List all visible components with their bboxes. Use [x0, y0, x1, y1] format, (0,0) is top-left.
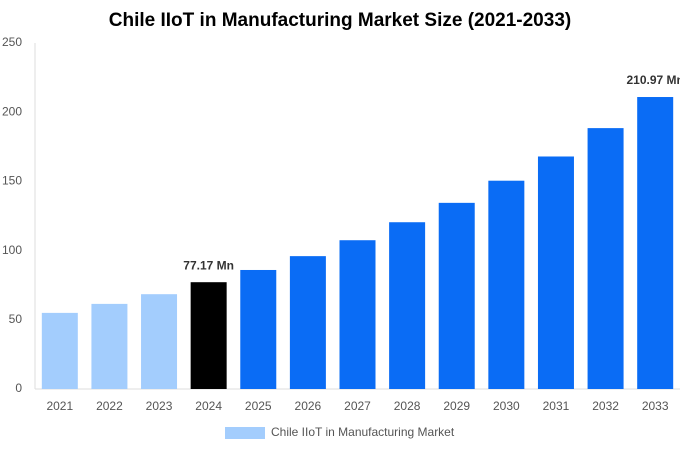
x-tick-label: 2031	[543, 399, 570, 413]
data-label: 210.97 Mn	[627, 73, 680, 87]
x-tick-label: 2033	[642, 399, 669, 413]
x-tick-label: 2021	[46, 399, 73, 413]
bar	[141, 294, 178, 389]
x-tick-label: 2027	[344, 399, 371, 413]
x-tick-label: 2032	[592, 399, 619, 413]
legend-swatch	[225, 427, 265, 439]
x-tick-label: 2022	[96, 399, 123, 413]
bar	[190, 282, 227, 389]
x-tick-label: 2028	[394, 399, 421, 413]
bar	[637, 97, 674, 389]
bar	[91, 303, 128, 389]
y-tick-label: 250	[2, 35, 22, 49]
x-tick-label: 2025	[245, 399, 272, 413]
y-tick-label: 100	[2, 243, 22, 257]
bar	[488, 180, 525, 389]
bar	[438, 202, 475, 389]
y-tick-label: 0	[15, 381, 22, 395]
y-tick-label: 200	[2, 104, 22, 118]
x-tick-label: 2030	[493, 399, 520, 413]
chart-title: Chile IIoT in Manufacturing Market Size …	[109, 10, 571, 31]
bar	[41, 312, 78, 389]
bar	[389, 222, 426, 389]
x-tick-label: 2023	[146, 399, 173, 413]
legend-label: Chile IIoT in Manufacturing Market	[271, 425, 455, 439]
x-tick-label: 2029	[443, 399, 470, 413]
bar	[537, 156, 574, 389]
data-label: 77.17 Mn	[183, 258, 234, 272]
x-tick-label: 2024	[195, 399, 222, 413]
bar	[289, 256, 326, 389]
bar	[339, 240, 376, 389]
y-tick-label: 150	[2, 174, 22, 188]
y-tick-label: 50	[9, 312, 23, 326]
bar	[587, 128, 624, 389]
bar	[240, 269, 277, 389]
x-tick-label: 2026	[295, 399, 322, 413]
